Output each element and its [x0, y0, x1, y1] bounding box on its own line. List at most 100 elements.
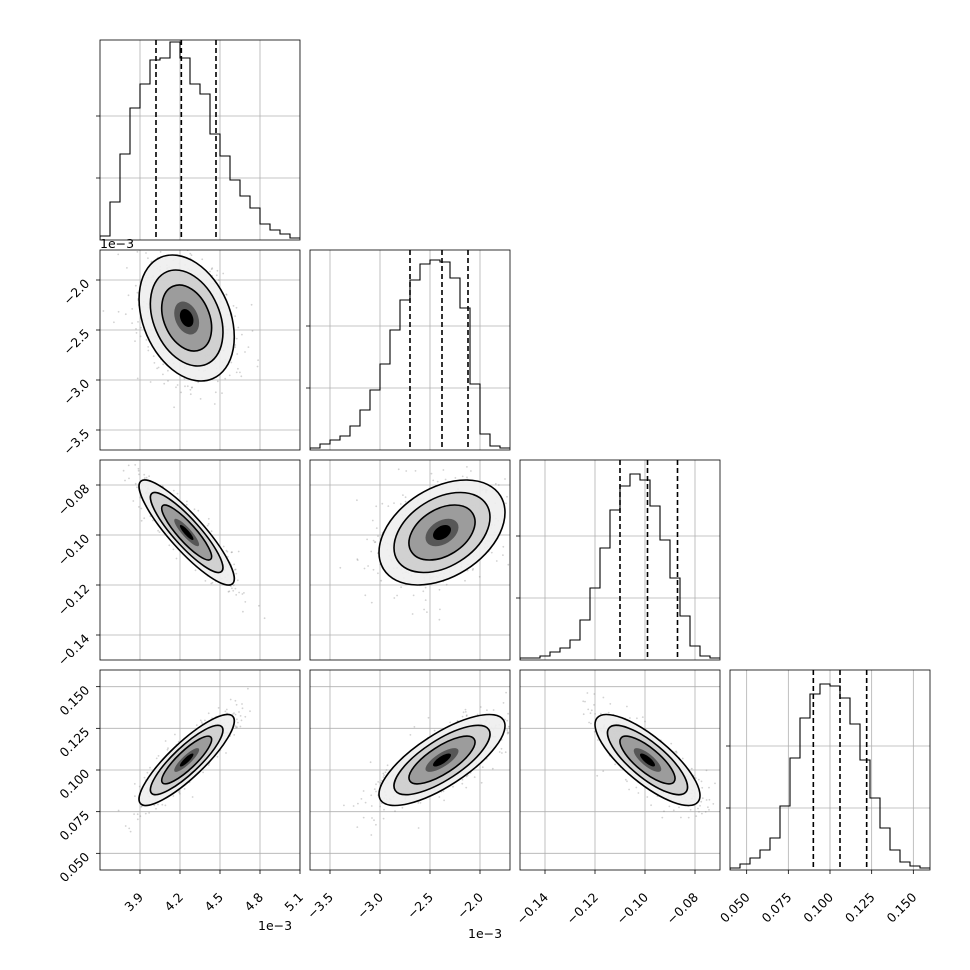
- scatter-point: [394, 810, 396, 813]
- scatter-point: [433, 729, 436, 732]
- x-tick-label-3-3: 0.125: [842, 890, 878, 926]
- axes-frame-0-0: [99, 39, 301, 241]
- scatter-point: [414, 470, 417, 472]
- scatter-point: [507, 725, 510, 728]
- scatter-point: [204, 719, 206, 722]
- scatter-point: [225, 294, 228, 296]
- scatter-point: [189, 252, 192, 255]
- scatter-point: [700, 800, 703, 803]
- scatter-point: [704, 811, 707, 813]
- scatter-point: [690, 767, 693, 770]
- contour-line-2: [138, 713, 236, 807]
- scatter-point: [155, 757, 158, 760]
- scatter-point: [247, 346, 250, 348]
- scatter-point: [607, 711, 610, 714]
- scatter-point: [366, 538, 368, 541]
- scatter-point: [708, 786, 710, 789]
- scatter-point: [238, 711, 240, 713]
- scatter-point: [584, 700, 586, 703]
- scatter-point: [705, 799, 708, 801]
- scatter-point: [650, 804, 652, 807]
- scatter-point: [624, 778, 627, 781]
- scatter-point: [373, 541, 376, 544]
- scatter-point: [231, 587, 233, 590]
- y-tick-label-3-3: 0.125: [56, 724, 92, 760]
- scatter-point: [452, 785, 454, 788]
- contour-line-2: [378, 479, 506, 586]
- x-tick-label-1-3: −2.0: [454, 889, 486, 921]
- scatter-point: [370, 794, 373, 797]
- scatter-point: [124, 825, 127, 827]
- hist-line-2: [520, 473, 720, 660]
- scatter-point: [210, 530, 213, 533]
- scatter-point: [375, 783, 377, 786]
- scatter-point: [145, 476, 148, 479]
- scatter-point: [147, 346, 150, 348]
- scatter-point: [222, 272, 225, 275]
- contour-line-2: [594, 713, 701, 807]
- scatter-point: [356, 558, 359, 560]
- scatter-point: [166, 243, 168, 245]
- scatter-point: [372, 539, 375, 542]
- scatter-point: [697, 778, 700, 781]
- scatter-point: [145, 252, 147, 254]
- scatter-point: [156, 230, 158, 232]
- scatter-point: [402, 494, 404, 496]
- scatter-point: [506, 495, 508, 498]
- scatter-point: [596, 774, 599, 777]
- density-peak: [433, 524, 451, 541]
- scatter-point: [708, 798, 711, 801]
- scatter-point: [232, 584, 235, 587]
- contour-line-0: [619, 735, 676, 785]
- scatter-point: [380, 579, 383, 582]
- scatter-point: [512, 544, 514, 546]
- scatter-point: [464, 579, 466, 582]
- scatter-point: [668, 805, 671, 808]
- scatter-point: [198, 248, 200, 250]
- scatter-point: [167, 747, 169, 750]
- scatter-point: [138, 473, 140, 476]
- scatter-point: [138, 785, 141, 788]
- scatter-point: [518, 485, 520, 487]
- scatter-point: [161, 803, 164, 806]
- scatter-point: [629, 717, 631, 719]
- scatter-point: [167, 380, 169, 382]
- axes-frame-2-1: [309, 459, 511, 661]
- scatter-point: [507, 712, 509, 715]
- axes-frame-2-0: [99, 459, 301, 661]
- scatter-point: [178, 792, 181, 795]
- y-tick-label-1-0: −3.5: [60, 426, 92, 458]
- scatter-point: [139, 335, 142, 338]
- scatter-point: [127, 294, 130, 297]
- x-tick-label-0-1: 4.2: [161, 890, 186, 915]
- scatter-point: [628, 788, 630, 791]
- scatter-point: [226, 550, 229, 553]
- x-tick-label-2-0: −0.14: [513, 889, 551, 927]
- scatter-point: [674, 750, 677, 753]
- scatter-point: [506, 458, 508, 460]
- scatter-point: [239, 715, 242, 717]
- scatter-point: [157, 755, 160, 757]
- scatter-point: [393, 597, 396, 599]
- x-tick-label-1-1: −3.0: [354, 889, 386, 921]
- scatter-point: [698, 811, 700, 813]
- scatter-point: [230, 551, 233, 554]
- x-tick-label-1-2: −2.5: [404, 890, 436, 922]
- scatter-point: [405, 470, 408, 472]
- y-tick-label-2-2: −0.10: [55, 531, 93, 569]
- scatter-point: [140, 519, 143, 522]
- scatter-point: [216, 755, 219, 758]
- scatter-point: [506, 729, 509, 731]
- scatter-point: [153, 804, 156, 807]
- scatter-point: [231, 551, 233, 553]
- scatter-point: [239, 725, 242, 728]
- scatter-point: [146, 771, 149, 774]
- scatter-point: [157, 366, 160, 369]
- scatter-point: [427, 716, 430, 719]
- scatter-point: [387, 505, 390, 507]
- scatter-point: [637, 792, 640, 794]
- scatter-point: [500, 747, 503, 750]
- scatter-point: [147, 257, 149, 260]
- scatter-point: [593, 704, 595, 706]
- scatter-point: [362, 816, 365, 819]
